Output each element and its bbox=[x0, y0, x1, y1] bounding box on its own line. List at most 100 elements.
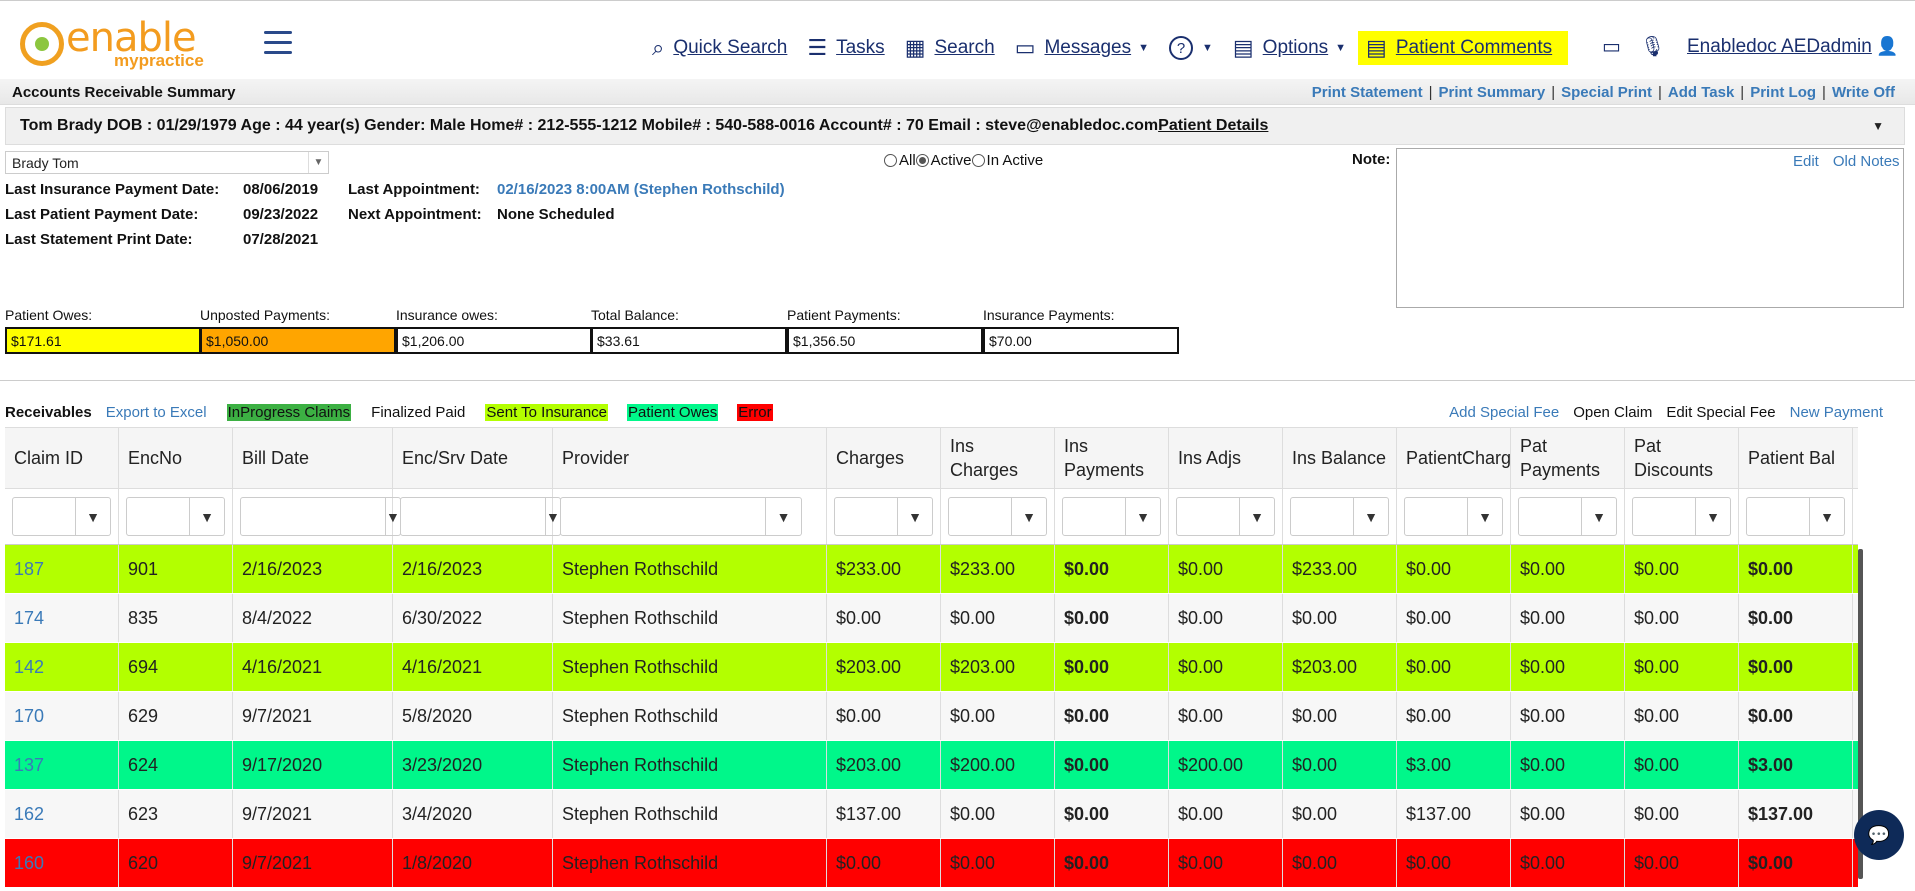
table-row[interactable]: 187 901 2/16/2023 2/16/2023 Stephen Rothschi… bbox=[5, 545, 1858, 594]
claim-id-link[interactable]: 187 bbox=[5, 545, 119, 593]
filter-icon[interactable]: ▼ bbox=[1696, 497, 1731, 536]
filter-icon[interactable]: ▼ bbox=[1354, 497, 1389, 536]
filter-input[interactable] bbox=[560, 497, 766, 536]
info-row-1: Last Insurance Payment Date: 08/06/2019 La… bbox=[5, 181, 785, 198]
column-header[interactable]: Pat Discounts bbox=[1625, 428, 1739, 488]
table-row[interactable]: 160 620 9/7/2021 1/8/2020 Stephen Rothschild… bbox=[5, 839, 1858, 888]
video-icon[interactable]: ▭ bbox=[1602, 36, 1621, 58]
grid-action-link[interactable]: Edit Special Fee bbox=[1666, 404, 1776, 421]
column-header[interactable]: Patient Bal bbox=[1739, 428, 1853, 488]
claim-id-link[interactable]: 160 bbox=[5, 839, 119, 887]
table-row[interactable]: 174 835 8/4/2022 6/30/2022 Stephen Rothschil… bbox=[5, 594, 1858, 643]
filter-input[interactable] bbox=[1518, 497, 1582, 536]
note-textarea[interactable] bbox=[1396, 148, 1904, 308]
nav-search[interactable]: ▦ Search bbox=[905, 35, 995, 61]
column-header[interactable]: Bill Date bbox=[233, 428, 393, 488]
print-summary-link[interactable]: Print Summary bbox=[1438, 84, 1546, 101]
claim-id-link[interactable]: 162 bbox=[5, 790, 119, 838]
filter-input[interactable] bbox=[1632, 497, 1696, 536]
filter-icon[interactable]: ▼ bbox=[1810, 497, 1845, 536]
summary-value[interactable]: $33.61 bbox=[591, 327, 787, 354]
add-task-link[interactable]: Add Task bbox=[1667, 84, 1735, 101]
radio-all[interactable]: All bbox=[884, 152, 916, 169]
column-header[interactable]: Ins Adjs bbox=[1169, 428, 1283, 488]
column-header[interactable]: Ins Charges bbox=[941, 428, 1055, 488]
nav-help[interactable]: ? ▼ bbox=[1168, 36, 1213, 60]
summary-label: Insurance owes: bbox=[396, 307, 498, 323]
user-menu[interactable]: Enabledoc AEDadmin bbox=[1687, 36, 1872, 57]
hamburger-menu-icon[interactable] bbox=[264, 31, 292, 55]
filter-input[interactable] bbox=[240, 497, 386, 536]
nav-quick-search[interactable]: ⌕ Quick Search bbox=[652, 35, 787, 61]
column-header[interactable]: Claim ID bbox=[5, 428, 119, 488]
column-header[interactable]: Provider bbox=[553, 428, 827, 488]
filter-input[interactable] bbox=[1746, 497, 1810, 536]
summary-value[interactable]: $1,206.00 bbox=[396, 327, 592, 354]
old-notes-link[interactable]: Old Notes bbox=[1832, 153, 1900, 170]
filter-input[interactable] bbox=[1404, 497, 1468, 536]
column-header[interactable]: Ins Balance bbox=[1283, 428, 1397, 488]
claim-id-link[interactable]: 137 bbox=[5, 741, 119, 789]
filter-icon[interactable]: ▼ bbox=[1240, 497, 1275, 536]
filter-icon[interactable]: ▼ bbox=[898, 497, 933, 536]
microphone-icon[interactable]: 🎙 bbox=[1640, 36, 1666, 58]
filter-input[interactable] bbox=[1062, 497, 1126, 536]
nav-patient-comments[interactable]: ▤ Patient Comments bbox=[1358, 31, 1569, 65]
claim-id-link[interactable]: 170 bbox=[5, 692, 119, 740]
column-header[interactable]: Enc/Srv Date bbox=[393, 428, 553, 488]
filter-icon[interactable]: ▼ bbox=[1012, 497, 1047, 536]
filter-input[interactable] bbox=[126, 497, 190, 536]
summary-value[interactable]: $1,050.00 bbox=[200, 327, 396, 354]
app-logo[interactable]: enable mypractice bbox=[20, 18, 204, 69]
filter-icon[interactable]: ▼ bbox=[1468, 497, 1503, 536]
summary-value[interactable]: $171.61 bbox=[5, 327, 201, 354]
grid-action-link[interactable]: Open Claim bbox=[1573, 404, 1653, 421]
filter-input[interactable] bbox=[12, 497, 76, 536]
summary-value[interactable]: $1,356.50 bbox=[787, 327, 983, 354]
column-header[interactable]: EncNo bbox=[119, 428, 233, 488]
grid-scrollbar[interactable] bbox=[1858, 549, 1863, 879]
filter-icon[interactable]: ▼ bbox=[1126, 497, 1161, 536]
chevron-down-icon[interactable]: ▼ bbox=[1872, 119, 1884, 133]
column-header[interactable]: Charges bbox=[827, 428, 941, 488]
filter-icon[interactable]: ▼ bbox=[190, 497, 225, 536]
patient-select[interactable]: Brady Tom ▼ bbox=[5, 151, 329, 174]
note-edit-link[interactable]: Edit bbox=[1793, 153, 1819, 170]
filter-icon[interactable]: ▼ bbox=[766, 497, 802, 536]
special-print-link[interactable]: Special Print bbox=[1561, 84, 1652, 101]
nav-messages[interactable]: ▭ Messages ▼ bbox=[1015, 35, 1149, 61]
column-header[interactable]: PatientCharge bbox=[1397, 428, 1511, 488]
claim-id-link[interactable]: 142 bbox=[5, 643, 119, 691]
nav-options[interactable]: ▤ Options ▼ bbox=[1233, 35, 1346, 61]
filter-icon[interactable]: ▼ bbox=[76, 497, 111, 536]
print-log-link[interactable]: Print Log bbox=[1750, 84, 1817, 101]
radio-active[interactable]: Active bbox=[915, 152, 972, 169]
summary-value[interactable]: $70.00 bbox=[983, 327, 1179, 354]
table-row[interactable]: 137 624 9/17/2020 3/23/2020 Stephen Rothschi… bbox=[5, 741, 1858, 790]
column-filter: ▼ bbox=[1055, 489, 1169, 544]
column-header[interactable]: Ins Payments bbox=[1055, 428, 1169, 488]
grid-action-link[interactable]: Add Special Fee bbox=[1449, 404, 1560, 421]
table-row[interactable]: 142 694 4/16/2021 4/16/2021 Stephen Rothschi… bbox=[5, 643, 1858, 692]
print-statement-link[interactable]: Print Statement bbox=[1311, 84, 1423, 101]
last-appt-value[interactable]: 02/16/2023 8:00AM (Stephen Rothschild) bbox=[497, 181, 785, 198]
filter-icon[interactable]: ▼ bbox=[1582, 497, 1617, 536]
nav-tasks[interactable]: ☰ Tasks bbox=[807, 35, 884, 61]
table-row[interactable]: 170 629 9/7/2021 5/8/2020 Stephen Rothschild… bbox=[5, 692, 1858, 741]
grid-actions: Add Special Fee Open Claim Edit Special Fe… bbox=[1435, 404, 1883, 421]
patient-details-link[interactable]: Patient Details bbox=[1158, 117, 1269, 134]
filter-input[interactable] bbox=[948, 497, 1012, 536]
chat-button[interactable]: 💬 bbox=[1854, 810, 1904, 860]
grid-action-link[interactable]: New Payment bbox=[1789, 404, 1883, 421]
radio-inactive[interactable]: In Active bbox=[971, 152, 1043, 169]
claim-id-link[interactable]: 174 bbox=[5, 594, 119, 642]
user-avatar-icon[interactable]: 👤 bbox=[1876, 36, 1899, 56]
filter-input[interactable] bbox=[400, 497, 546, 536]
column-header[interactable]: Pat Payments bbox=[1511, 428, 1625, 488]
filter-input[interactable] bbox=[834, 497, 898, 536]
export-excel-link[interactable]: Export to Excel bbox=[105, 404, 207, 421]
filter-input[interactable] bbox=[1290, 497, 1354, 536]
filter-input[interactable] bbox=[1176, 497, 1240, 536]
table-row[interactable]: 162 623 9/7/2021 3/4/2020 Stephen Rothschild… bbox=[5, 790, 1858, 839]
write-off-link[interactable]: Write Off bbox=[1831, 84, 1895, 101]
